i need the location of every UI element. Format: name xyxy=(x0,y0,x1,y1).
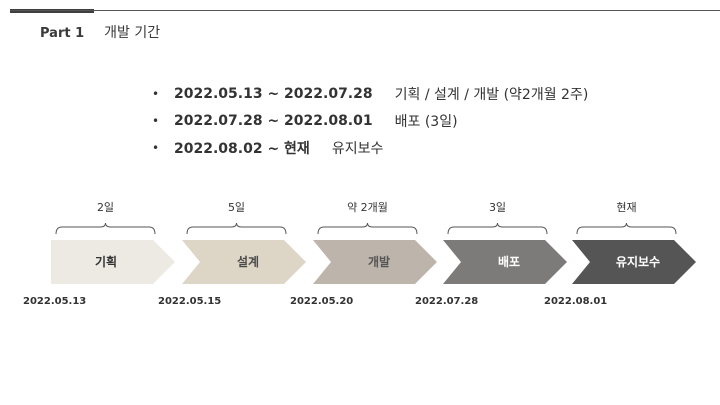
part-label: Part 1 xyxy=(40,26,85,41)
timeline-start-date: 2022.08.01 xyxy=(544,296,607,307)
header-divider xyxy=(10,10,720,11)
schedule-date-range: 2022.05.13 ~ 2022.07.28 xyxy=(174,85,373,102)
bullet-dot-icon: • xyxy=(152,86,160,101)
timeline-brace xyxy=(55,222,156,235)
timeline-phase-arrow xyxy=(182,240,306,284)
timeline-brace xyxy=(317,222,418,235)
timeline-phase-label: 설계 xyxy=(237,254,259,269)
timeline-duration-label: 약 2개월 xyxy=(347,200,388,214)
schedule-item: • 2022.07.28 ~ 2022.08.01 배포 (3일) xyxy=(152,107,588,134)
timeline-brace xyxy=(447,222,548,235)
timeline-start-date: 2022.05.13 xyxy=(23,296,86,307)
timeline-duration-label: 현재 xyxy=(616,201,636,214)
timeline-phase-arrow xyxy=(51,240,175,284)
timeline-phase-label: 배포 xyxy=(498,254,520,269)
timeline-brace xyxy=(186,222,287,235)
schedule-description: 유지보수 xyxy=(331,140,384,157)
schedule-list: • 2022.05.13 ~ 2022.07.28 기획 / 설계 / 개발 (… xyxy=(152,80,588,161)
schedule-item: • 2022.05.13 ~ 2022.07.28 기획 / 설계 / 개발 (… xyxy=(152,80,588,107)
section-title: 개발 기간 xyxy=(104,25,161,41)
schedule-item: • 2022.08.02 ~ 현재 유지보수 xyxy=(152,134,588,161)
timeline-phase-arrow xyxy=(313,240,437,284)
schedule-date-range: 2022.08.02 ~ 현재 xyxy=(174,140,310,157)
slide-header: Part 1 개발 기간 xyxy=(40,22,160,42)
timeline-phase-arrow xyxy=(572,240,696,284)
bullet-dot-icon: • xyxy=(152,140,160,155)
timeline-brace xyxy=(576,222,677,235)
timeline-duration-label: 2일 xyxy=(97,200,114,214)
timeline-duration-label: 3일 xyxy=(489,200,506,214)
schedule-date-range: 2022.07.28 ~ 2022.08.01 xyxy=(174,112,373,129)
header-accent-bar xyxy=(10,9,94,13)
bullet-dot-icon: • xyxy=(152,113,160,128)
timeline-phase-label: 개발 xyxy=(368,254,390,269)
schedule-description: 배포 (3일) xyxy=(394,113,458,130)
timeline-phase-label: 유지보수 xyxy=(616,254,660,269)
timeline-duration-label: 5일 xyxy=(228,200,245,214)
timeline-phase-label: 기획 xyxy=(95,254,117,269)
schedule-description: 기획 / 설계 / 개발 (약2개월 2주) xyxy=(394,86,589,103)
timeline-phase-arrow xyxy=(443,240,567,284)
timeline-start-date: 2022.07.28 xyxy=(415,296,478,307)
timeline-start-date: 2022.05.20 xyxy=(290,296,353,307)
timeline-start-date: 2022.05.15 xyxy=(158,296,221,307)
